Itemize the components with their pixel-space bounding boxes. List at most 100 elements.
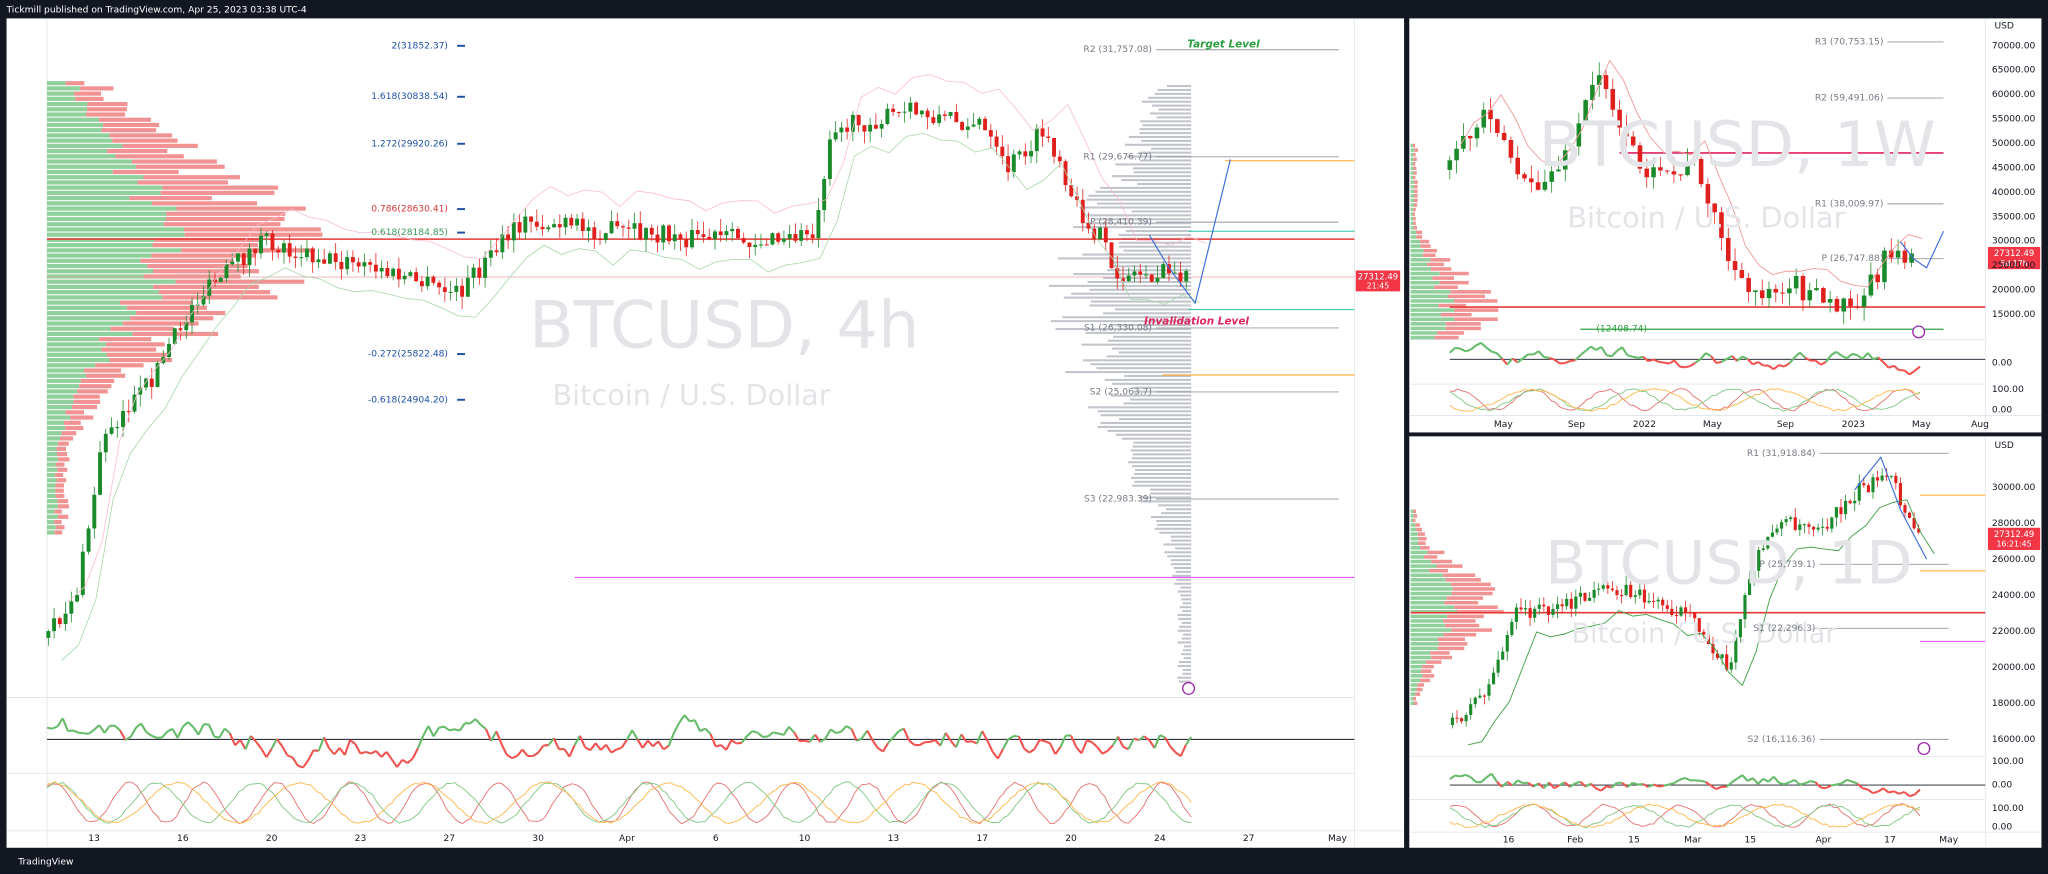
volume-profile-bar <box>1095 190 1192 193</box>
volume-profile-bar <box>1410 687 1417 692</box>
volume-profile-bar <box>1139 132 1192 135</box>
volume-profile-bar <box>57 441 69 446</box>
candle <box>1739 270 1745 278</box>
candle <box>1825 526 1829 529</box>
candle <box>379 268 384 272</box>
y-tick-label: 100.00 <box>1992 757 2024 767</box>
candle <box>1522 174 1527 179</box>
volume-profile-bar <box>47 128 102 133</box>
drawing-line <box>662 744 670 751</box>
drawing-line <box>1788 778 1796 784</box>
candle <box>804 230 809 235</box>
volume-profile-bar <box>1410 701 1414 706</box>
candle <box>1848 500 1852 504</box>
candle <box>707 236 712 240</box>
drawing-line <box>1658 784 1665 788</box>
drawing-line <box>882 742 890 753</box>
x-tick-label: 6 <box>713 834 719 844</box>
candle <box>1603 75 1609 90</box>
candle <box>1661 599 1665 606</box>
drawing-line <box>1793 351 1801 359</box>
candle <box>339 261 344 270</box>
candle <box>224 264 229 279</box>
candle <box>1459 718 1464 722</box>
volume-profile-bar <box>1085 222 1192 225</box>
volume-profile-bar <box>47 295 163 300</box>
volume-profile-bar <box>1413 203 1418 207</box>
candle <box>1798 524 1802 530</box>
candle <box>724 231 729 236</box>
volume-profile-bar <box>1177 676 1192 679</box>
drawing-line <box>693 719 702 732</box>
pivot-label: P (25,739.1) <box>1759 560 1815 570</box>
volume-profile-bar <box>1410 619 1444 623</box>
volume-profile-bar <box>1452 587 1495 591</box>
drawing-line <box>458 722 466 732</box>
drawing-line <box>667 732 675 747</box>
volume-profile-bar <box>47 519 55 525</box>
drawing-line <box>119 730 127 741</box>
price-tag <box>1355 270 1401 292</box>
candle <box>1670 608 1674 616</box>
candle <box>1746 277 1751 293</box>
drawing-line <box>1169 745 1177 754</box>
candle <box>1590 84 1595 101</box>
volume-profile-bar <box>58 457 70 462</box>
candle <box>1888 250 1894 258</box>
candle <box>1705 184 1711 204</box>
volume-profile-bar <box>1432 276 1455 280</box>
volume-profile-bar <box>1430 258 1451 262</box>
volume-profile-bar <box>135 164 225 169</box>
drawing-line <box>1543 781 1550 789</box>
candle <box>57 618 62 625</box>
drawing-line <box>1854 456 1928 560</box>
volume-profile-bar <box>57 499 69 504</box>
candle <box>1069 185 1074 197</box>
volume-profile-bar <box>1141 500 1192 503</box>
pivot-label: S3 (22,983.39) <box>1084 495 1152 505</box>
volume-profile-bar <box>1100 186 1192 189</box>
drawing-line <box>1668 781 1675 786</box>
volume-profile-bar <box>112 169 179 175</box>
candle <box>1011 154 1016 173</box>
drawing-line <box>1485 772 1493 779</box>
candle <box>695 230 700 235</box>
drawing-line <box>1841 779 1848 785</box>
volume-profile-bar <box>1430 651 1450 655</box>
volume-profile-bar <box>1451 628 1492 632</box>
volume-profile-bar <box>47 420 64 425</box>
pivot-label: R1 (38,009.97) <box>1815 199 1884 209</box>
volume-profile-bar <box>1410 669 1422 674</box>
drawing-line <box>1810 780 1816 784</box>
volume-profile-bar <box>1410 514 1414 518</box>
candle <box>1830 517 1834 529</box>
candle <box>488 250 493 258</box>
volume-profile-bar <box>1413 166 1417 171</box>
candle <box>1656 599 1660 602</box>
candle <box>264 233 269 236</box>
drawing-line <box>46 781 1192 824</box>
candle <box>919 110 924 115</box>
candle <box>781 238 786 242</box>
drawing-line <box>1726 355 1733 360</box>
drawing-line <box>804 739 811 743</box>
volume-profile-bar <box>1410 664 1423 669</box>
volume-profile-bar <box>80 378 115 384</box>
volume-profile-bar <box>1410 564 1437 568</box>
candle <box>1501 651 1505 660</box>
drawing-line <box>578 735 587 748</box>
candle <box>891 108 896 112</box>
candle <box>1562 150 1568 170</box>
candle <box>1549 171 1554 182</box>
candle <box>1857 483 1861 501</box>
volume-profile-bar <box>120 300 193 305</box>
volume-profile-bar <box>1181 598 1192 601</box>
volume-profile-bar <box>47 316 131 321</box>
drawing-line <box>124 736 132 741</box>
drawing-line <box>427 725 435 737</box>
candle <box>1720 654 1724 658</box>
drawing-line <box>1501 781 1508 788</box>
candle <box>1779 522 1784 529</box>
candle <box>1132 271 1137 276</box>
candle <box>1665 605 1669 609</box>
